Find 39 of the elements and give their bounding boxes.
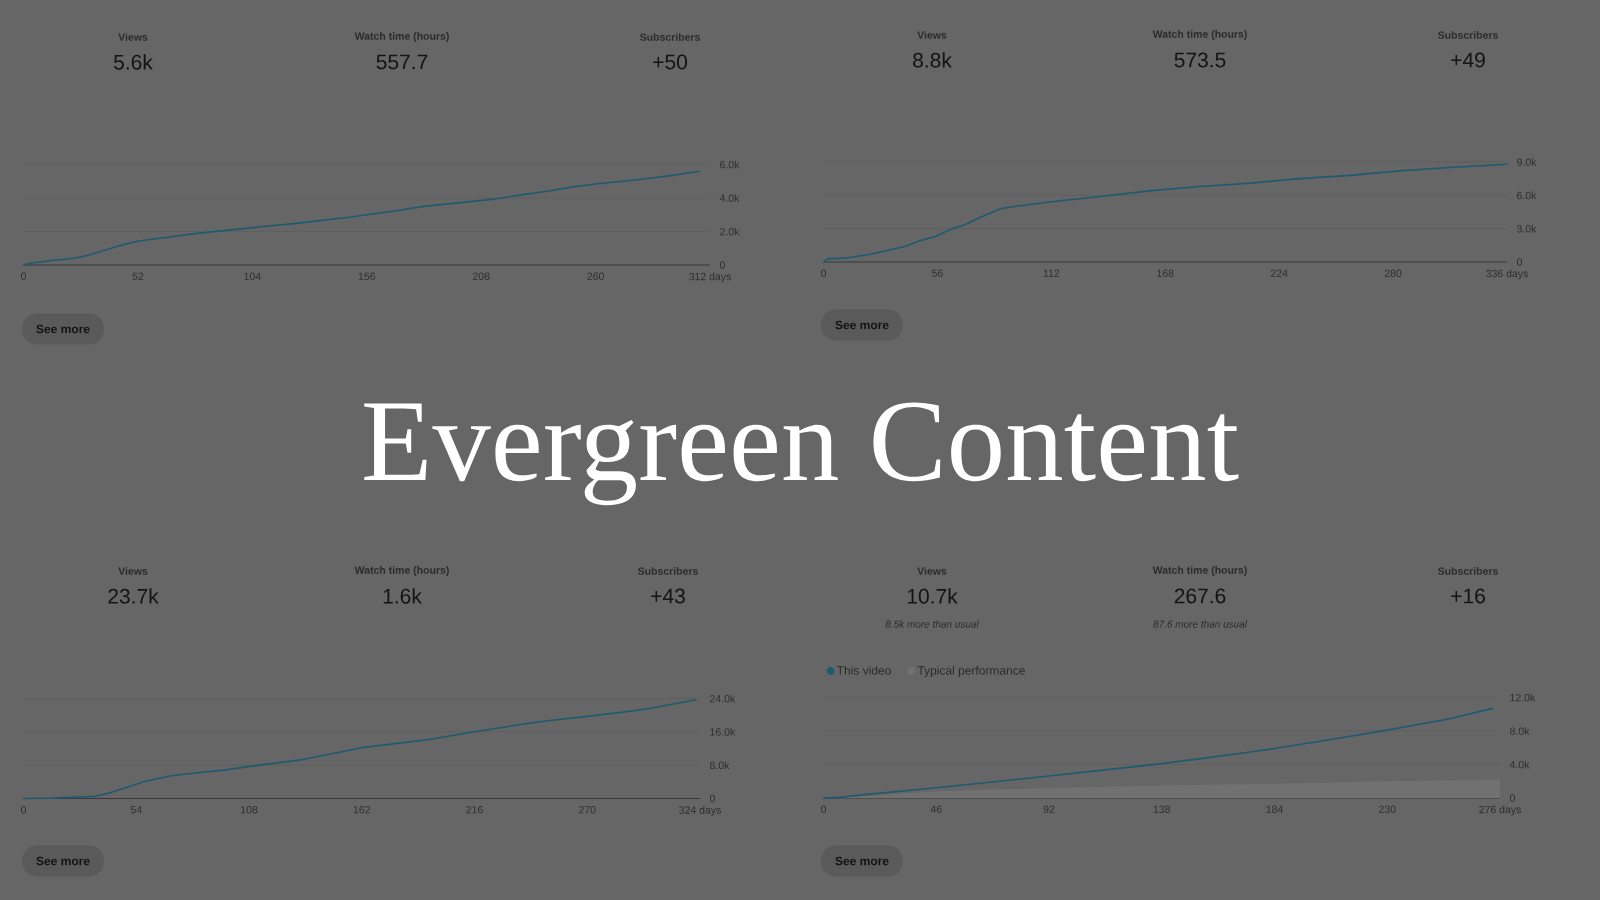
text: Watch time (hours): [354, 566, 449, 576]
text: Subscribers: [637, 567, 698, 575]
text: See more: [36, 324, 90, 334]
text: Views: [118, 567, 148, 575]
line-series: [822, 163, 1508, 263]
text: Subscribers: [639, 33, 700, 41]
text: 267.6: [1174, 588, 1226, 604]
text: See more: [36, 856, 90, 866]
x-tick-label: 138: [1153, 805, 1171, 813]
line-series: [22, 698, 697, 800]
text: Watch time (hours): [1152, 566, 1247, 576]
text: Views: [118, 33, 148, 41]
line-series: [22, 170, 700, 266]
text: +49: [1451, 52, 1485, 68]
text: See more: [835, 856, 889, 866]
text: +50: [653, 54, 687, 70]
text: 557.7: [376, 54, 428, 70]
text: +43: [651, 588, 685, 604]
text: 573.5: [1174, 52, 1226, 68]
text: 1.6k: [383, 588, 422, 604]
y-tick-label: 4.0k: [1509, 760, 1530, 769]
y-tick-label: 16.0k: [710, 727, 736, 736]
legend-label: This video: [836, 665, 891, 675]
text: Watch time (hours): [1152, 30, 1247, 40]
text: 8.8k: [913, 52, 952, 68]
text: Evergreen Content: [364, 402, 1239, 506]
text: Watch time (hours): [354, 32, 449, 42]
text: Views: [917, 567, 947, 575]
text: +16: [1451, 588, 1485, 604]
text: Subscribers: [1437, 567, 1498, 575]
text: Views: [917, 31, 947, 39]
y-tick-label: 8.0k: [710, 761, 730, 770]
text: 10.7k: [907, 588, 958, 604]
text: Subscribers: [1437, 31, 1498, 39]
legend-label: Typical performance: [917, 665, 1025, 678]
text: See more: [835, 320, 889, 330]
y-tick-label: 12.0k: [1510, 693, 1536, 702]
text: 23.7k: [108, 588, 159, 604]
text: 5.6k: [114, 54, 153, 70]
